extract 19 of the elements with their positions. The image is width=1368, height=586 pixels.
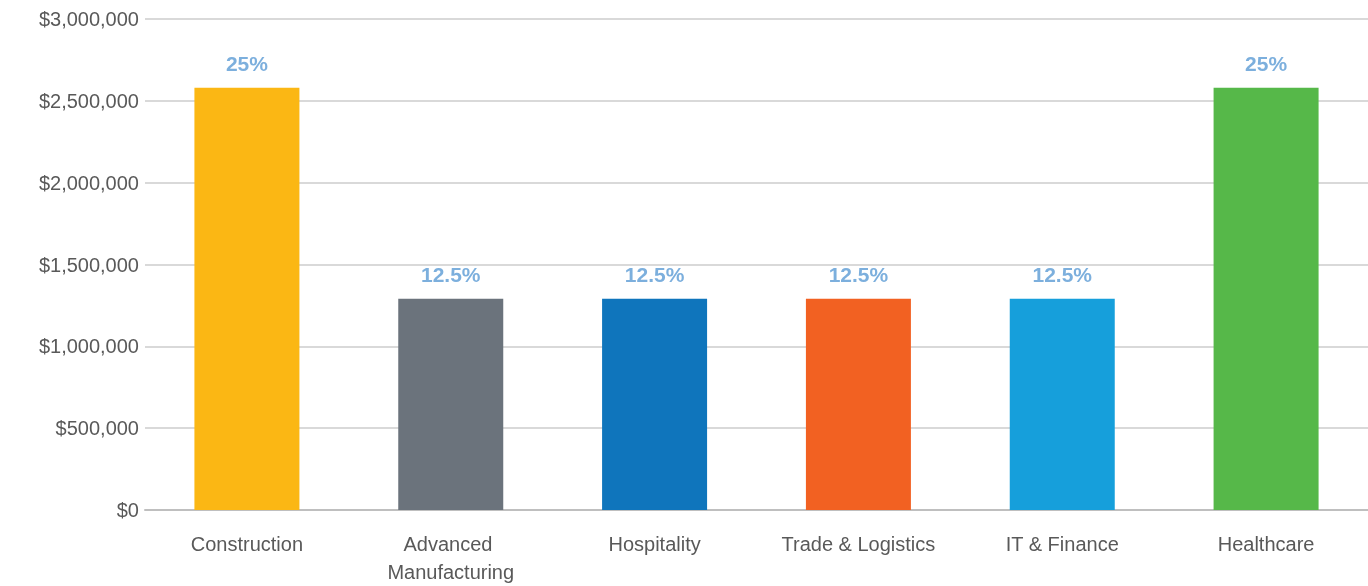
annotation: 12.5% bbox=[624, 262, 685, 286]
annotation: 12.5% bbox=[1032, 262, 1093, 286]
y-tick-label: $0 bbox=[116, 499, 139, 521]
x-tick-label: Hospitality bbox=[608, 533, 701, 555]
y-tick-label: $1,500,000 bbox=[38, 253, 139, 276]
y-tick-label: $2,000,000 bbox=[38, 171, 139, 194]
y-tick-label: $500,000 bbox=[55, 417, 139, 440]
x-tick-label: Healthcare bbox=[1217, 533, 1315, 555]
y-tick-label: $1,000,000 bbox=[38, 335, 139, 358]
annotation: 25% bbox=[225, 51, 269, 75]
x-tick-label: IT & Finance bbox=[1005, 533, 1119, 555]
x-tick-label: Advanced Manufacturing bbox=[387, 533, 515, 583]
y-tick-label: $3,000,000 bbox=[38, 8, 139, 30]
annotation: 25% bbox=[1245, 51, 1288, 75]
y-tick-label: $2,500,000 bbox=[38, 89, 139, 112]
x-tick-label: Construction bbox=[190, 533, 304, 555]
annotation: 12.5% bbox=[828, 262, 889, 286]
annotation: 12.5% bbox=[420, 262, 481, 286]
x-tick-label: Trade & Logistics bbox=[781, 533, 936, 555]
